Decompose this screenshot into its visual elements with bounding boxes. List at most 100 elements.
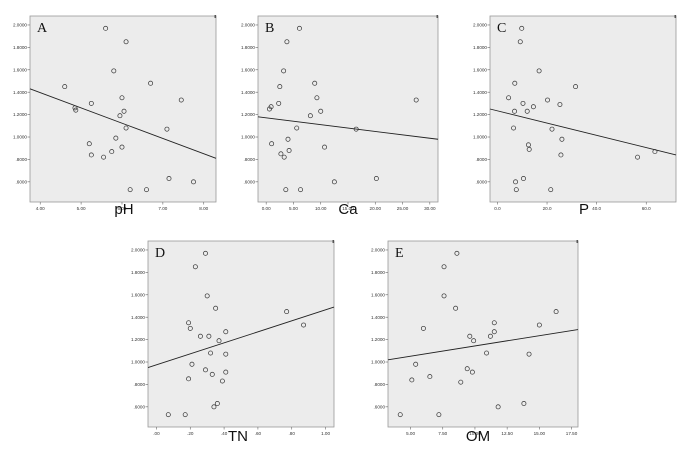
data-point-a (86, 141, 92, 147)
data-point-d (301, 322, 307, 328)
y-tick-label-b: .8000 (244, 157, 256, 162)
x-tick-label-b: 10.00 (315, 206, 327, 211)
corner-mark-c (674, 15, 677, 18)
data-point-d (189, 361, 195, 367)
x-tick-label-e: 7.50 (438, 431, 447, 436)
data-point-b (331, 179, 337, 185)
corner-mark-e (576, 240, 579, 243)
y-tick-label-b: 1.8000 (241, 45, 255, 50)
x-tick-label-b: 30.00 (424, 206, 436, 211)
data-point-a (72, 105, 78, 111)
data-point-e (495, 404, 501, 410)
x-axis-label-c: P (579, 201, 589, 218)
data-point-d (208, 350, 214, 356)
fit-line-b (257, 116, 439, 140)
data-point-c (557, 102, 563, 107)
data-point-c (545, 97, 550, 103)
data-point-e (487, 333, 493, 339)
y-tick-label-d: 1.8000 (131, 270, 145, 275)
x-tick-label-b: 15.00 (342, 206, 354, 211)
data-point-e (464, 366, 470, 372)
panel-letter-d: D (155, 246, 165, 261)
data-point-b (298, 187, 303, 193)
data-point-a (119, 95, 125, 101)
data-point-b (268, 104, 274, 110)
data-point-a (148, 80, 154, 86)
data-point-a (88, 100, 94, 106)
data-point-c (520, 100, 526, 106)
x-tick-label-d: .00 (153, 431, 160, 436)
data-point-d (186, 376, 192, 382)
plot-area-c (489, 15, 677, 203)
data-point-b (297, 25, 302, 31)
x-tick-label-d: .40 (221, 431, 228, 436)
data-point-e (397, 412, 403, 418)
data-point-e (521, 401, 527, 406)
y-tick-label-a: 1.2000 (13, 112, 27, 117)
data-point-a (113, 135, 119, 141)
data-point-a (127, 187, 133, 193)
data-point-e (491, 320, 497, 326)
data-point-e (491, 329, 497, 335)
plot-area-b (257, 15, 439, 203)
data-point-c (573, 84, 579, 90)
data-point-e (427, 374, 433, 380)
data-point-e (441, 264, 447, 270)
x-tick-label-a: 4.00 (36, 206, 45, 211)
data-point-c (549, 126, 555, 132)
y-tick-label-d: 1.4000 (131, 315, 145, 320)
data-point-c (519, 25, 525, 31)
x-tick-label-a: 5.00 (77, 206, 86, 211)
y-tick-label-a: 1.0000 (13, 135, 27, 140)
x-tick-label-c: 20.0 (543, 206, 552, 211)
y-tick-label-a: 1.4000 (13, 90, 27, 95)
fit-line-d (147, 306, 335, 369)
x-tick-label-b: 5.00 (289, 206, 298, 211)
x-tick-label-d: 1.00 (321, 431, 330, 436)
fit-line-c (489, 108, 677, 156)
data-point-b (283, 187, 289, 193)
data-point-c (521, 176, 526, 181)
plot-area-d (147, 240, 335, 428)
y-tick-label-d: 1.0000 (131, 360, 145, 365)
plot-area-e (387, 240, 579, 428)
data-point-c (517, 39, 523, 45)
data-point-c (536, 68, 542, 74)
data-point-c (524, 108, 530, 114)
y-tick-label-b: 2.0000 (241, 23, 255, 28)
x-tick-label-b: 25.00 (397, 206, 409, 211)
data-point-d (182, 412, 188, 418)
data-point-b (269, 141, 275, 147)
panel-letter-e: E (395, 246, 404, 261)
scatter-panel-e: .6000 .8000 1.0000 1.2000 1.4000 1.6000 1.8000… (371, 240, 579, 445)
x-tick-label-a: 8.00 (199, 206, 208, 211)
data-point-a (178, 97, 184, 103)
data-point-b (322, 144, 327, 150)
data-point-e (409, 377, 415, 383)
x-tick-label-c: 60.0 (642, 206, 651, 211)
y-tick-label-e: 1.2000 (371, 337, 385, 342)
data-point-e (467, 333, 473, 339)
y-tick-label-c: 1.8000 (473, 45, 487, 50)
data-point-c (635, 154, 641, 160)
data-point-e (469, 369, 475, 375)
data-point-b (284, 39, 290, 45)
y-tick-label-e: 1.6000 (371, 292, 385, 297)
data-point-d (203, 367, 208, 373)
data-point-d (284, 309, 290, 315)
panel-letter-b: B (265, 21, 274, 36)
scatter-panel-b: .6000 .8000 1.0000 1.2000 1.4000 1.6000 1.8000… (241, 15, 439, 218)
y-tick-label-c: 1.0000 (473, 135, 487, 140)
panel-letter-c: C (497, 21, 506, 36)
data-point-d (223, 369, 229, 375)
data-point-d (204, 293, 210, 299)
x-tick-label-a: 6.00 (118, 206, 127, 211)
data-point-a (103, 25, 109, 31)
data-point-c (512, 108, 518, 114)
y-tick-label-c: 1.4000 (473, 90, 487, 95)
data-point-e (458, 379, 464, 385)
data-point-e (526, 351, 532, 357)
y-tick-label-b: 1.6000 (241, 67, 255, 72)
y-tick-label-c: 1.6000 (473, 67, 487, 72)
